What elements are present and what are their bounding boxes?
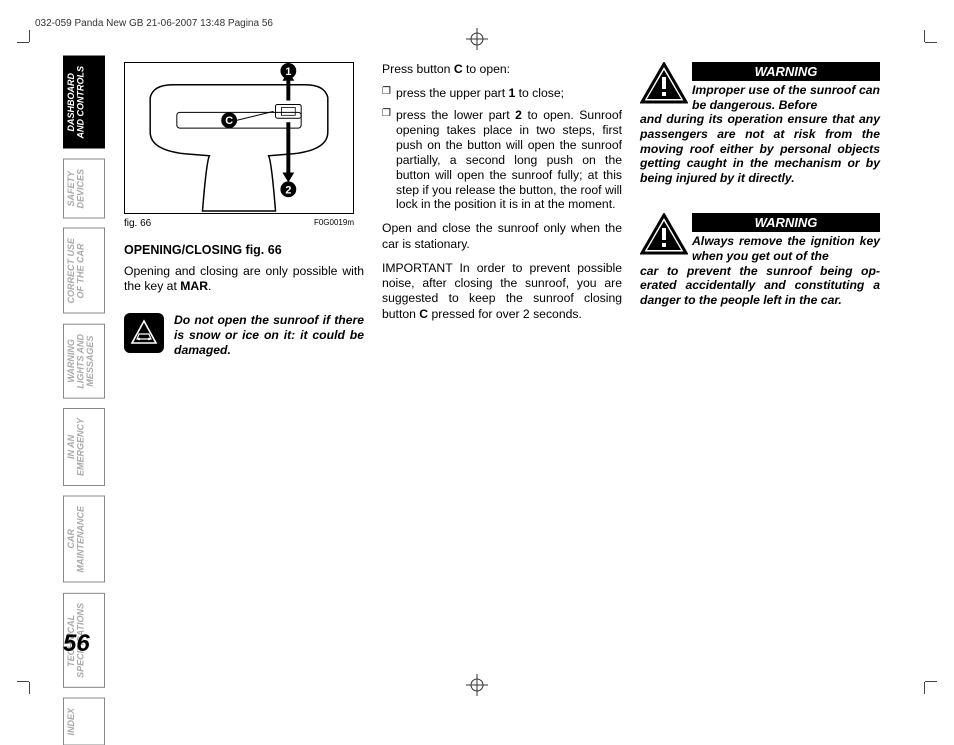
figure-code: F0G0019m <box>314 218 354 229</box>
crop-mark <box>29 30 30 42</box>
warning-text: Always remove the ignition key when you … <box>692 234 880 263</box>
column-1: 1 2 C fig. 66 F0G0019m OPENING/CLOSING f… <box>124 62 364 358</box>
warning-title: WARNING <box>692 213 880 232</box>
figure-66: 1 2 C <box>124 62 354 214</box>
crop-note: 032-059 Panda New GB 21-06-2007 13:48 Pa… <box>35 18 273 29</box>
list-item: press the lower part 2 to open. Sunroof … <box>382 108 622 212</box>
registration-mark-icon <box>466 28 488 50</box>
page-number: 56 <box>63 630 90 658</box>
figure-caption: fig. 66 F0G0019m <box>124 218 354 229</box>
column-2: Press button C to open: press the upper … <box>382 62 622 358</box>
warning-box-2: WARNING Always remove the ignition key w… <box>640 213 880 307</box>
tab-index[interactable]: INDEX <box>63 698 105 745</box>
list-item: press the upper part 1 to close; <box>382 86 622 101</box>
paragraph: Opening and closing are only possible wi… <box>124 264 364 295</box>
caution-note: Do not open the sunroof if there is snow… <box>124 313 364 359</box>
paragraph: Open and close the sunroof only when the… <box>382 221 622 252</box>
tab-emergency[interactable]: IN AN EMERGENCY <box>63 408 105 486</box>
registration-mark-icon <box>466 674 488 696</box>
tab-warning-lights[interactable]: WARNING LIGHTS AND MESSAGES <box>63 324 105 399</box>
car-icon <box>124 313 164 353</box>
caution-text: Do not open the sunroof if there is snow… <box>174 313 364 359</box>
crop-mark <box>29 682 30 694</box>
crop-mark <box>925 681 937 682</box>
column-3: WARNING Improper use of the sunroof can … <box>640 62 880 358</box>
warning-text: Improper use of the sunroof can be dange… <box>692 83 880 112</box>
crop-mark <box>925 42 937 43</box>
warning-triangle-icon <box>640 62 692 107</box>
crop-mark <box>924 682 925 694</box>
paragraph: Press button C to open: <box>382 62 622 77</box>
tab-dashboard[interactable]: DASHBOARD AND CONTROLS <box>63 56 105 149</box>
tab-maintenance[interactable]: CAR MAINTENANCE <box>63 496 105 583</box>
figure-number: fig. 66 <box>124 218 151 229</box>
warning-triangle-icon <box>640 213 692 258</box>
warning-text: car to prevent the sunroof being op­erat… <box>640 264 880 308</box>
page: 032-059 Panda New GB 21-06-2007 13:48 Pa… <box>0 0 954 706</box>
content-area: 1 2 C fig. 66 F0G0019m OPENING/CLOSING f… <box>124 62 926 666</box>
section-heading: OPENING/CLOSING fig. 66 <box>124 243 364 257</box>
tab-safety[interactable]: SAFETY DEVICES <box>63 159 105 219</box>
callout-c: C <box>225 115 233 127</box>
bullet-list: press the upper part 1 to close; press t… <box>382 86 622 212</box>
tab-correct-use[interactable]: CORRECT USE OF THE CAR <box>63 228 105 314</box>
warning-title: WARNING <box>692 62 880 81</box>
crop-mark <box>924 30 925 42</box>
paragraph: IMPORTANT In order to prevent possi­ble … <box>382 261 622 322</box>
crop-mark <box>17 681 29 682</box>
callout-1: 1 <box>285 66 291 78</box>
crop-mark <box>17 42 29 43</box>
warning-text: and during its operation ensure that any… <box>640 112 880 185</box>
warning-box-1: WARNING Improper use of the sunroof can … <box>640 62 880 185</box>
callout-2: 2 <box>285 184 291 196</box>
